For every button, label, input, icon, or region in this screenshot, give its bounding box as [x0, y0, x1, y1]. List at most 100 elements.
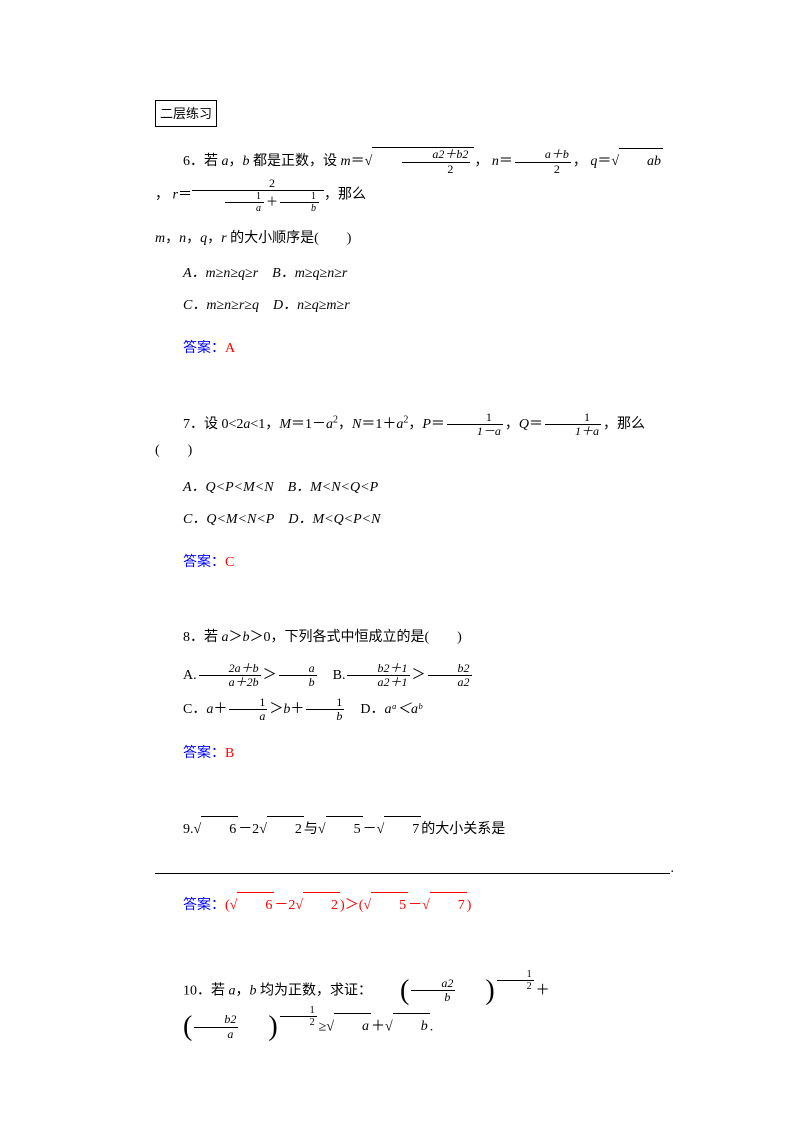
q8-A-f1d: a＋2b: [199, 676, 261, 689]
q10-term1: (a2b): [372, 977, 495, 1004]
q10-plus1: ＋: [536, 983, 550, 998]
q6-t3: 都是正数，设: [250, 154, 341, 169]
q8-A-gt: ＞: [263, 668, 277, 683]
q6-options-cd: C．m≥n≥r≥q D．n≥q≥m≥r: [155, 293, 670, 318]
q7-t9: ＝: [529, 417, 543, 432]
q8-a: a: [222, 630, 229, 645]
sqrt-icon: √: [363, 898, 371, 913]
answer-value: (√6－2√2)＞(√5－√7): [225, 898, 471, 913]
q7-optB: B．M<N<Q<P: [288, 480, 379, 495]
q6-stem: 6．若 a，b 都是正数，设 m＝√a2＋b22， n＝a＋b2， q＝√ab，…: [155, 147, 670, 214]
q6-optC: C．m≥n≥r≥q: [183, 298, 259, 313]
q6-options-ab: A．m≥n≥q≥r B．m≥q≥n≥r: [155, 261, 670, 286]
q6-a: a: [222, 154, 229, 169]
q6-sqrt-den: 2: [402, 163, 470, 176]
q10-plus2: ＋: [371, 1019, 385, 1034]
q7-t8: ，: [505, 417, 519, 432]
q7-P: P: [422, 417, 431, 432]
q8-t2: ＞: [229, 630, 243, 645]
q6-r-den-a: a: [225, 203, 264, 214]
q8-B-gt: ＞: [412, 668, 426, 683]
q7-Q: Q: [519, 417, 529, 432]
q8-C-f1n: 1: [229, 696, 267, 710]
q8-B-f1n: b2＋1: [347, 662, 409, 676]
q8-C-f1d: a: [229, 710, 267, 723]
q9-am1: －2: [274, 898, 295, 913]
q8-t3: ＞0，下列各式中恒成立的是( ): [250, 630, 462, 645]
question-9: 9.√6－2√2与√5－√7的大小关系是 答案：(√6－2√2)＞(√5－√7): [155, 816, 670, 918]
q8-C-f2d: b: [306, 710, 344, 723]
sqrt-icon: √: [295, 898, 303, 913]
q8-A-f2d: b: [279, 676, 317, 689]
q7-q-num: 1: [545, 411, 601, 425]
q7-t2: <1，: [250, 417, 279, 432]
paren-right-icon: ): [457, 980, 494, 1002]
q8-A-f1n: 2a＋b: [199, 662, 261, 676]
q6-n-den: 2: [515, 163, 571, 176]
q8-B-f2n: b2: [428, 662, 472, 676]
q9-s5: 5: [326, 816, 363, 842]
q6-r-frac: 21a＋1b: [192, 176, 324, 214]
q10-term2: (b2a): [155, 1013, 278, 1040]
sqrt-icon: √: [611, 154, 619, 169]
q8-optC-label: C．: [183, 702, 206, 717]
q10-f2n: b2: [194, 1013, 238, 1027]
q10-stem: 10．若 a，b 均为正数，求证：(a2b)12＋(b2a)12≥√a＋√b.: [155, 969, 670, 1041]
q7-p-den: 1－a: [447, 425, 503, 438]
q10-e2n: 1: [280, 1005, 317, 1017]
q6-eq1: ＝: [351, 154, 365, 169]
q7-t5: ＝1＋: [361, 417, 396, 432]
q8-C-f2n: 1: [306, 696, 344, 710]
answer-label: 答案：: [183, 555, 225, 570]
q7-M: M: [279, 417, 291, 432]
answer-value: B: [225, 746, 234, 761]
q10-t1: 若: [211, 983, 229, 998]
q6-eq3: ＝: [597, 154, 611, 169]
q6-r-den: 1a＋1b: [192, 191, 324, 214]
q8-t1: 若: [204, 630, 222, 645]
q6-optA: A．m≥n≥q≥r: [183, 266, 258, 281]
q8-B-f1d: a2＋1: [347, 676, 409, 689]
section-title-box: 二层练习: [155, 100, 217, 127]
q6-l2-c3: ，: [207, 231, 221, 246]
q9-am2: －: [408, 898, 422, 913]
q6-eq2: ＝: [499, 154, 513, 169]
q8-optB-label: B.: [333, 668, 346, 683]
q8-stem: 8．若 a＞b＞0，下列各式中恒成立的是( ): [155, 625, 670, 650]
q7-t1: 设 0<2: [204, 417, 243, 432]
q6-n-num: a＋b: [515, 148, 571, 162]
sqrt-icon: √: [259, 822, 267, 837]
q10-e2d: 2: [280, 1017, 317, 1028]
q8-C-gt: ＞: [269, 702, 283, 717]
answer-value: C: [225, 555, 234, 570]
q6-answer: 答案：A: [155, 336, 670, 361]
q7-t6: ，: [408, 417, 422, 432]
q6-r-den-1a: 1: [225, 191, 264, 203]
question-10: 10．若 a，b 均为正数，求证：(a2b)12＋(b2a)12≥√a＋√b.: [155, 969, 670, 1041]
question-8: 8．若 a＞b＞0，下列各式中恒成立的是( ) A.2a＋ba＋2b＞ab B.…: [155, 625, 670, 766]
q7-optC: C．Q<M<N<P: [183, 512, 274, 527]
q7-q-den: 1＋a: [545, 425, 601, 438]
q7-answer: 答案：C: [155, 550, 670, 575]
q7-optA: A．Q<P<M<N: [183, 480, 274, 495]
answer-label: 答案：: [183, 898, 225, 913]
q7-t4: ，: [338, 417, 352, 432]
question-7: 7．设 0<2a<1，M＝1－a2，N＝1＋a2，P＝11－a，Q＝11＋a，那…: [155, 411, 670, 575]
q6-t4: ，: [474, 154, 488, 169]
sqrt-icon: √: [194, 822, 202, 837]
q9-as5: 5: [371, 892, 408, 918]
q6-b: b: [243, 154, 250, 169]
q6-t2: ，: [229, 154, 243, 169]
q8-answer: 答案：B: [155, 741, 670, 766]
q6-optB: B．m≥q≥n≥r: [272, 266, 347, 281]
q10-f1d: b: [411, 991, 455, 1004]
q9-as2: 2: [303, 892, 340, 918]
q9-ap3: ): [467, 898, 472, 913]
sqrt-icon: √: [422, 898, 430, 913]
q6-t5: ，: [573, 154, 587, 169]
q6-r-den-b: b: [280, 203, 319, 214]
q9-t1: 与: [304, 822, 318, 837]
q10-a: a: [229, 983, 236, 998]
section-title: 二层练习: [160, 106, 212, 121]
q9-stem: 9.√6－2√2与√5－√7的大小关系是: [155, 816, 670, 842]
